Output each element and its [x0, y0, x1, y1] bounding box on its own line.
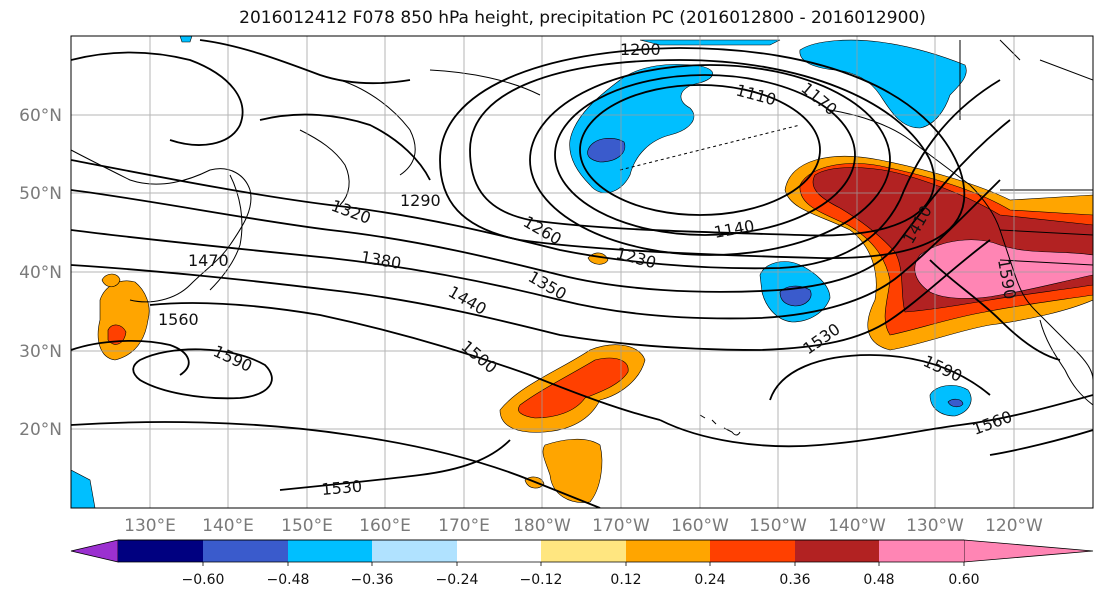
colorbar-tick-label: −0.48 [267, 572, 310, 588]
colorbar: −0.60 −0.48 −0.36 −0.24 −0.12 0.12 0.24 … [70, 539, 1094, 588]
colorbar-tick-labels: −0.60 −0.48 −0.36 −0.24 −0.12 0.12 0.24 … [182, 572, 980, 588]
colorbar-segment [710, 540, 795, 562]
colorbar-tick-label: 0.60 [948, 572, 979, 588]
colorbar-segment [879, 540, 964, 562]
lon-label: 150°W [749, 516, 807, 536]
colorbar-tick-label: −0.36 [351, 572, 394, 588]
colorbar-tick-label: 0.24 [694, 572, 725, 588]
lon-label: 170°W [592, 516, 650, 536]
lat-label: 20°N [19, 420, 62, 440]
colorbar-tick-label: 0.36 [779, 572, 810, 588]
colorbar-tick-label: 0.12 [610, 572, 641, 588]
lon-label: 130°E [124, 516, 176, 536]
colorbar-tick-label: −0.60 [182, 572, 225, 588]
colorbar-segment [626, 540, 710, 562]
lat-label: 30°N [19, 342, 62, 362]
map-area: 1200 1110 1170 1290 1320 1260 1140 1230 … [71, 36, 1093, 508]
lat-label: 60°N [19, 106, 62, 126]
colorbar-ticks [202, 562, 965, 566]
map-frame [70, 35, 1094, 509]
colorbar-extend-low [70, 539, 119, 563]
colorbar-tick-label: 0.48 [863, 572, 894, 588]
colorbar-segment [541, 540, 626, 562]
lon-label: 180°W [513, 516, 571, 536]
colorbar-tick-label: −0.12 [520, 572, 563, 588]
lon-label: 170°E [438, 516, 490, 536]
lon-label: 140°E [202, 516, 254, 536]
lon-label: 120°W [985, 516, 1043, 536]
colorbar-segment [118, 540, 203, 562]
colorbar-segment [203, 540, 288, 562]
contour-label: 1200 [620, 40, 661, 59]
lon-label: 140°W [828, 516, 886, 536]
contour-label: 1470 [188, 251, 229, 270]
colorbar-segment [457, 540, 541, 562]
height-contours [71, 39, 1093, 508]
lon-label: 160°E [359, 516, 411, 536]
colorbar-segment [288, 540, 372, 562]
lon-label: 130°W [906, 516, 964, 536]
lon-labels: 130°E 140°E 150°E 160°E 170°E 180°W 170°… [124, 516, 1043, 536]
lat-label: 50°N [19, 184, 62, 204]
contour-label: 1560 [158, 310, 199, 329]
map-title: 2016012412 F078 850 hPa height, precipit… [239, 8, 926, 28]
contour-label: 1290 [400, 191, 441, 210]
colorbar-tick-label: −0.24 [436, 572, 479, 588]
lon-label: 150°E [281, 516, 333, 536]
contour-label: 1530 [321, 477, 363, 499]
gridlines [71, 36, 1093, 508]
colorbar-extend-high [963, 539, 1094, 563]
lat-labels: 60°N 50°N 40°N 30°N 20°N [19, 106, 62, 440]
lon-label: 160°W [671, 516, 729, 536]
colorbar-segment [372, 540, 457, 562]
lat-label: 40°N [19, 263, 62, 283]
colorbar-segment [795, 540, 879, 562]
